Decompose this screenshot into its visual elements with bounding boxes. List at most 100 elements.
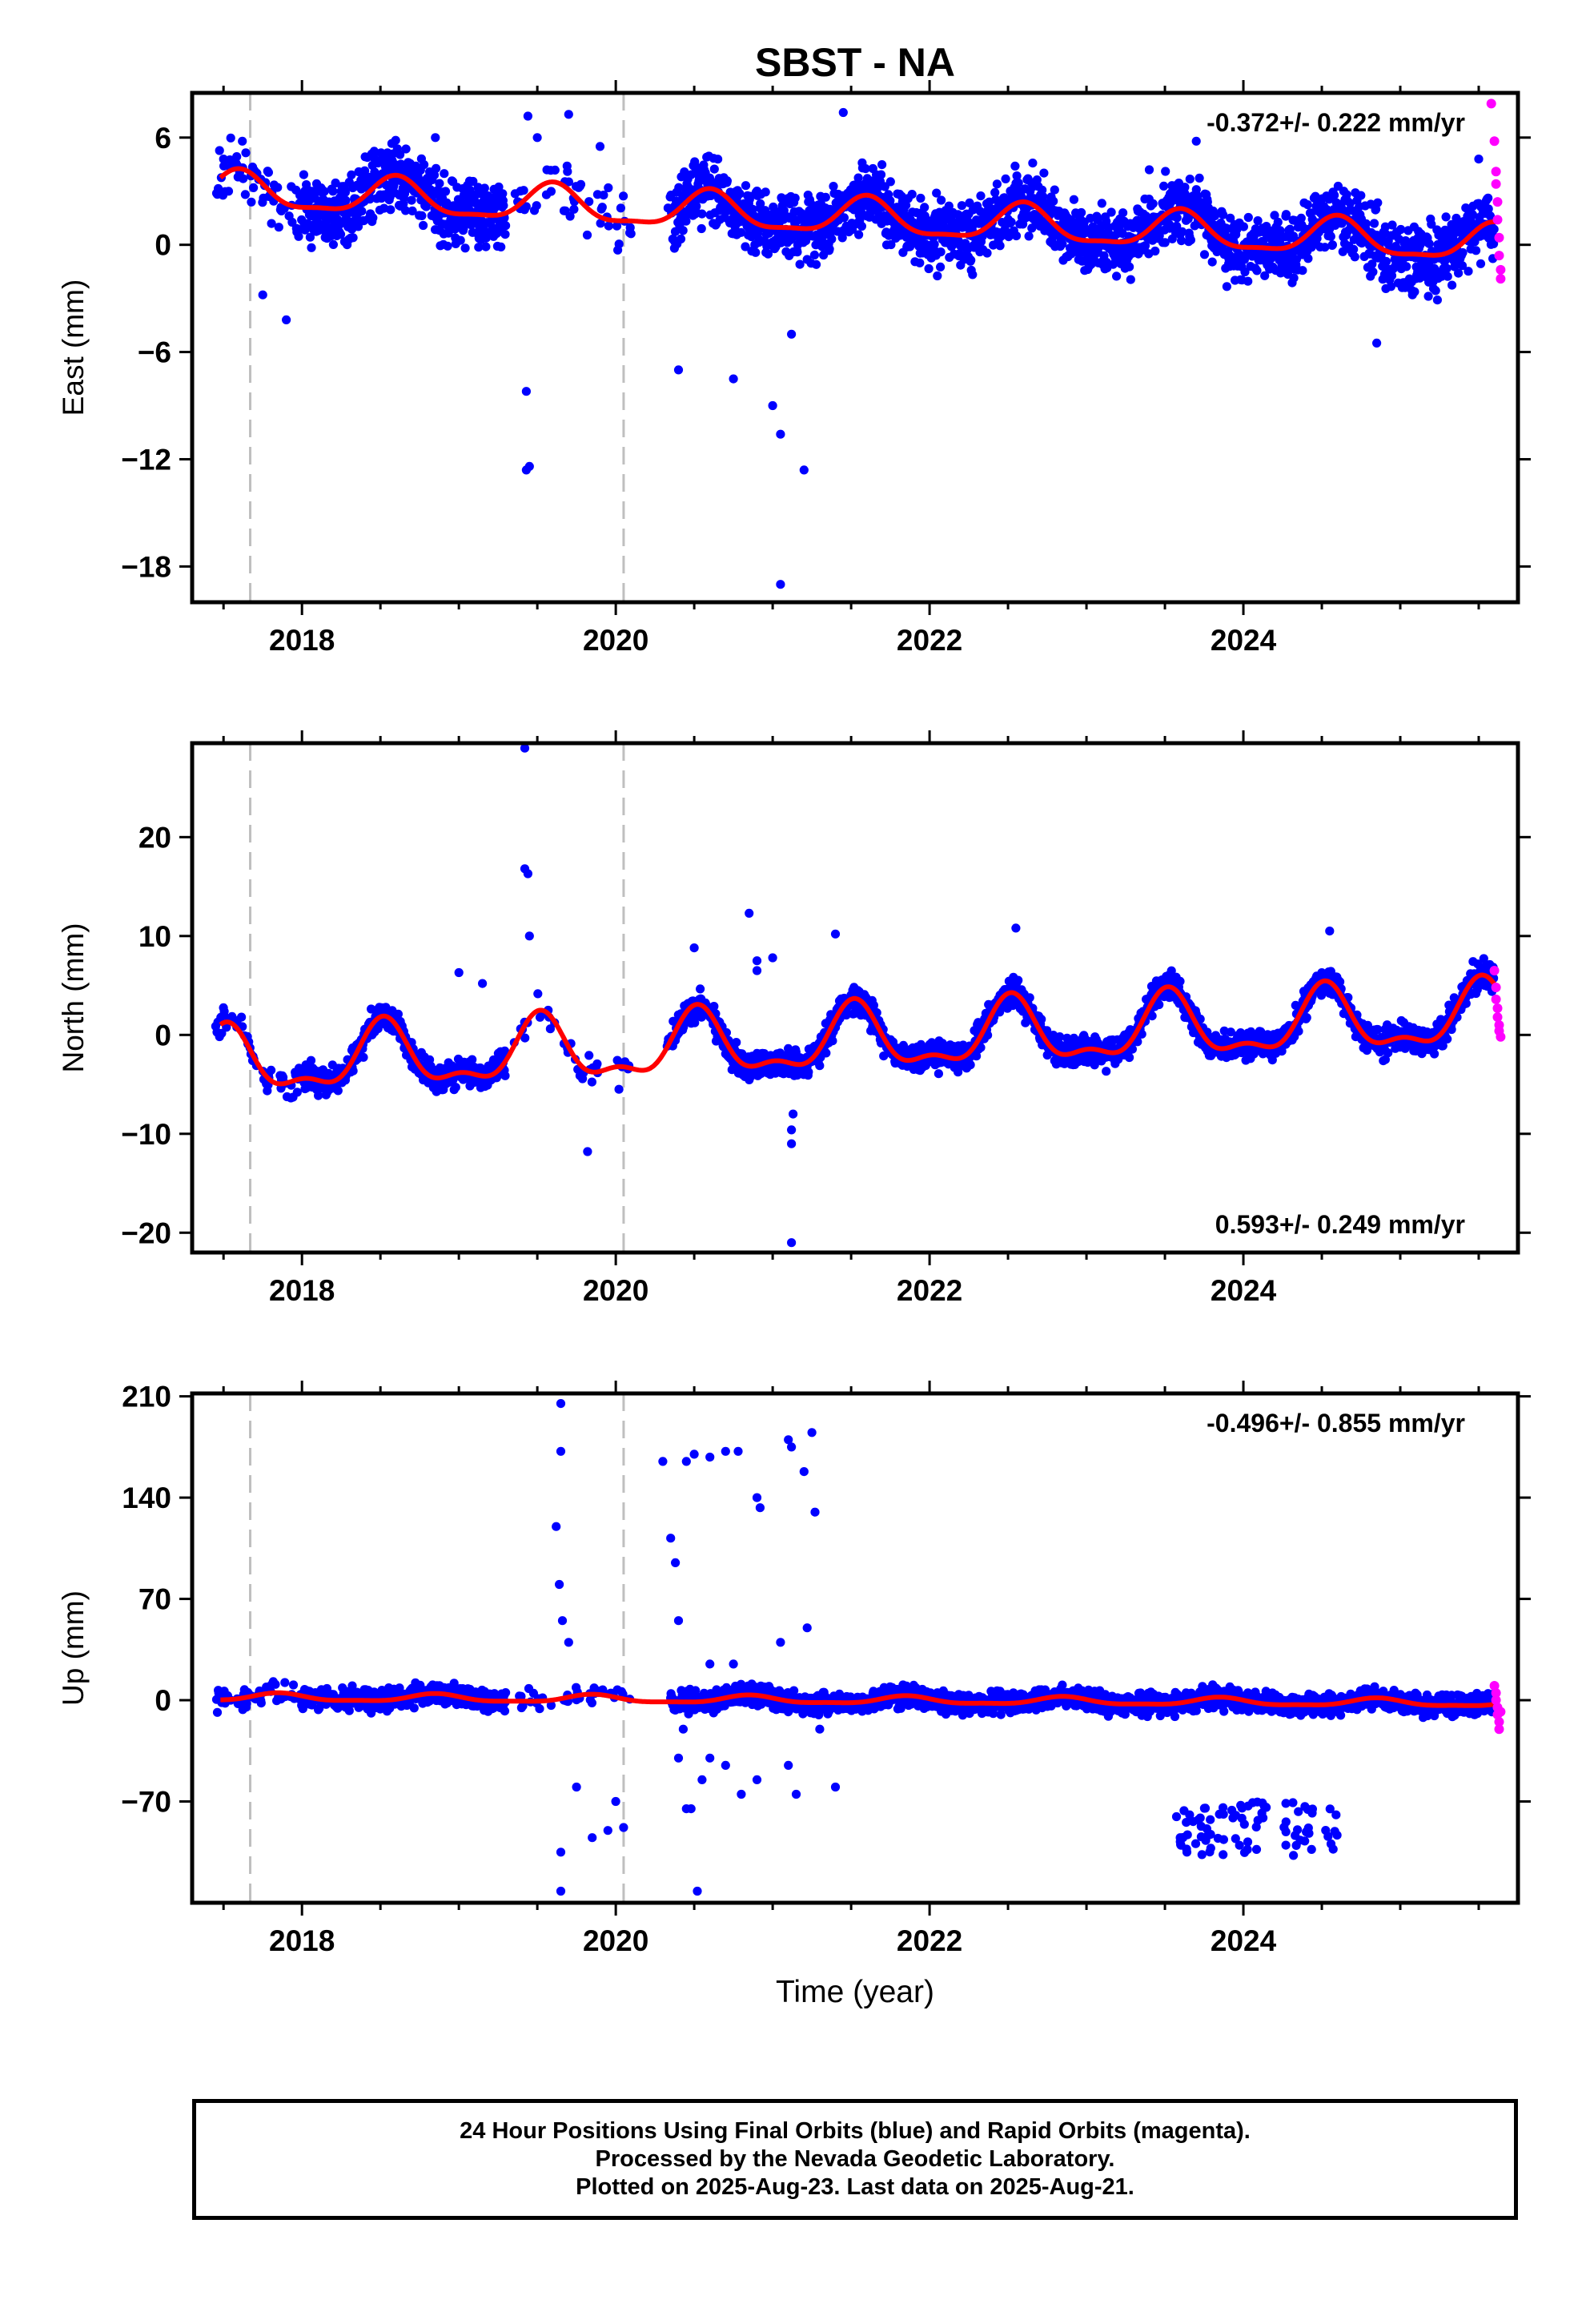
y-tick-label: 0 — [155, 229, 171, 262]
data-point — [1127, 1044, 1137, 1054]
data-point — [885, 177, 895, 187]
data-point — [1442, 263, 1452, 273]
data-point — [1186, 235, 1195, 245]
data-point — [1431, 286, 1440, 296]
data-point — [1010, 161, 1020, 171]
data-point — [440, 187, 451, 196]
data-point — [1330, 191, 1339, 200]
data-point — [1077, 207, 1086, 218]
data-point — [481, 242, 491, 251]
data-point — [1423, 292, 1433, 301]
data-point — [1014, 975, 1023, 985]
data-point — [1402, 262, 1411, 271]
data-point — [584, 1051, 594, 1060]
data-point — [335, 219, 345, 229]
data-point — [407, 195, 416, 205]
data-point — [599, 191, 608, 200]
data-point — [898, 1040, 908, 1050]
y-tick-label: −12 — [121, 443, 171, 476]
data-point — [1150, 246, 1160, 256]
data-point — [386, 205, 396, 215]
data-point — [737, 227, 746, 237]
data-point — [431, 133, 440, 143]
data-point — [391, 135, 400, 145]
data-point — [1472, 246, 1481, 255]
data-point — [1207, 257, 1217, 267]
data-point — [1006, 217, 1016, 227]
data-point — [494, 182, 504, 192]
data-point — [215, 146, 224, 155]
data-point — [263, 167, 273, 177]
data-point — [1338, 247, 1347, 256]
data-point — [1172, 221, 1182, 231]
data-point — [241, 148, 251, 158]
data-point — [975, 207, 986, 216]
data-point — [417, 211, 427, 220]
rapid-point — [1491, 167, 1501, 177]
data-point — [1427, 219, 1436, 229]
data-point — [1476, 259, 1486, 268]
data-point — [915, 258, 925, 267]
data-point — [237, 1012, 247, 1022]
data-point — [678, 226, 688, 235]
data-point — [396, 150, 405, 159]
rapid-point — [1486, 99, 1496, 109]
data-point — [565, 211, 575, 221]
data-point — [876, 170, 886, 179]
data-point — [328, 239, 338, 249]
data-point — [1191, 136, 1201, 146]
data-point — [1439, 256, 1450, 267]
data-point — [1369, 219, 1379, 228]
data-point — [854, 230, 864, 239]
data-point — [809, 250, 820, 259]
data-point — [1396, 224, 1406, 235]
data-point — [592, 1059, 602, 1069]
data-point — [838, 107, 848, 118]
y-tick-label: 6 — [155, 122, 171, 155]
data-point — [1239, 222, 1248, 231]
rate-label: -0.372+/- 0.222 mm/yr — [1207, 108, 1465, 137]
data-point — [1327, 240, 1337, 250]
x-tick-label: 2024 — [1211, 624, 1277, 657]
data-point — [1058, 239, 1067, 249]
data-point — [523, 111, 533, 121]
y-tick-label: −18 — [121, 550, 171, 583]
data-point — [934, 1069, 943, 1079]
data-point — [1458, 247, 1468, 258]
data-point — [550, 165, 560, 175]
data-point — [1039, 168, 1049, 178]
data-point — [990, 187, 1000, 197]
data-point — [1243, 276, 1253, 286]
data-point — [1356, 191, 1366, 200]
data-point — [359, 1052, 368, 1062]
data-point — [468, 176, 478, 187]
data-point — [532, 201, 541, 211]
data-point — [793, 247, 802, 257]
data-point — [936, 247, 946, 257]
data-point — [1185, 175, 1195, 184]
data-point — [821, 192, 830, 202]
y-axis-label: East (mm) — [57, 279, 90, 416]
data-point — [787, 329, 797, 339]
data-point — [968, 270, 978, 279]
data-point — [1148, 199, 1158, 208]
rapid-point — [1491, 179, 1501, 189]
x-tick-label: 2022 — [897, 624, 962, 657]
data-point — [1447, 280, 1457, 290]
data-point — [282, 315, 291, 324]
data-point — [936, 262, 946, 271]
x-tick-label: 2020 — [583, 624, 648, 657]
data-point — [314, 1091, 323, 1100]
data-point — [751, 247, 761, 257]
data-point — [612, 221, 622, 231]
data-point — [1147, 1011, 1157, 1021]
data-point — [916, 193, 926, 203]
data-point — [920, 203, 930, 212]
data-point — [1457, 261, 1468, 271]
data-point — [1024, 231, 1034, 241]
data-point — [1252, 266, 1262, 275]
data-point — [735, 189, 745, 199]
data-point — [1320, 243, 1330, 252]
x-tick-label: 2018 — [269, 624, 335, 657]
data-point — [763, 249, 773, 259]
